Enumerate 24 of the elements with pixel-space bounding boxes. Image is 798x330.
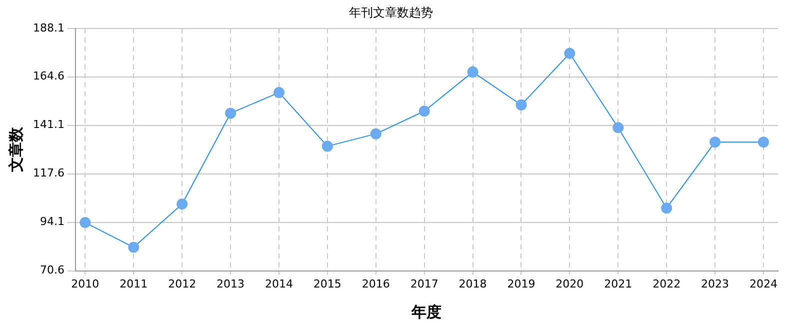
y-tick-label: 70.6: [40, 264, 64, 277]
x-tick-label: 2012: [168, 277, 196, 290]
x-axis-title: 年度: [410, 302, 442, 321]
y-tick-label: 141.1: [32, 118, 64, 132]
chart-title: 年刊文章数趋势: [349, 5, 433, 20]
x-tick-label: 2018: [458, 277, 487, 290]
y-tick-label: 117.6: [32, 166, 64, 180]
x-tick-label: 2013: [216, 277, 245, 290]
x-tick-label: 2022: [652, 277, 681, 290]
x-tick-label: 2011: [120, 277, 148, 290]
y-tick-label: 94.1: [40, 215, 64, 228]
y-tick-label: 164.6: [32, 70, 64, 83]
x-tick-label: 2015: [313, 277, 342, 290]
x-tick-label: 2010: [71, 277, 100, 290]
x-tick-label: 2021: [604, 277, 632, 290]
x-tick-label: 2016: [362, 277, 390, 290]
x-tick-label: 2023: [701, 277, 730, 290]
x-tick-label: 2020: [556, 277, 584, 290]
x-tick-label: 2024: [749, 277, 778, 290]
y-axis-title: 文章数: [6, 126, 25, 174]
x-tick-label: 2014: [264, 277, 293, 290]
x-tick-label: 2017: [410, 277, 438, 290]
x-tick-label: 2019: [507, 277, 536, 290]
y-tick-label: 188.1: [32, 21, 64, 34]
